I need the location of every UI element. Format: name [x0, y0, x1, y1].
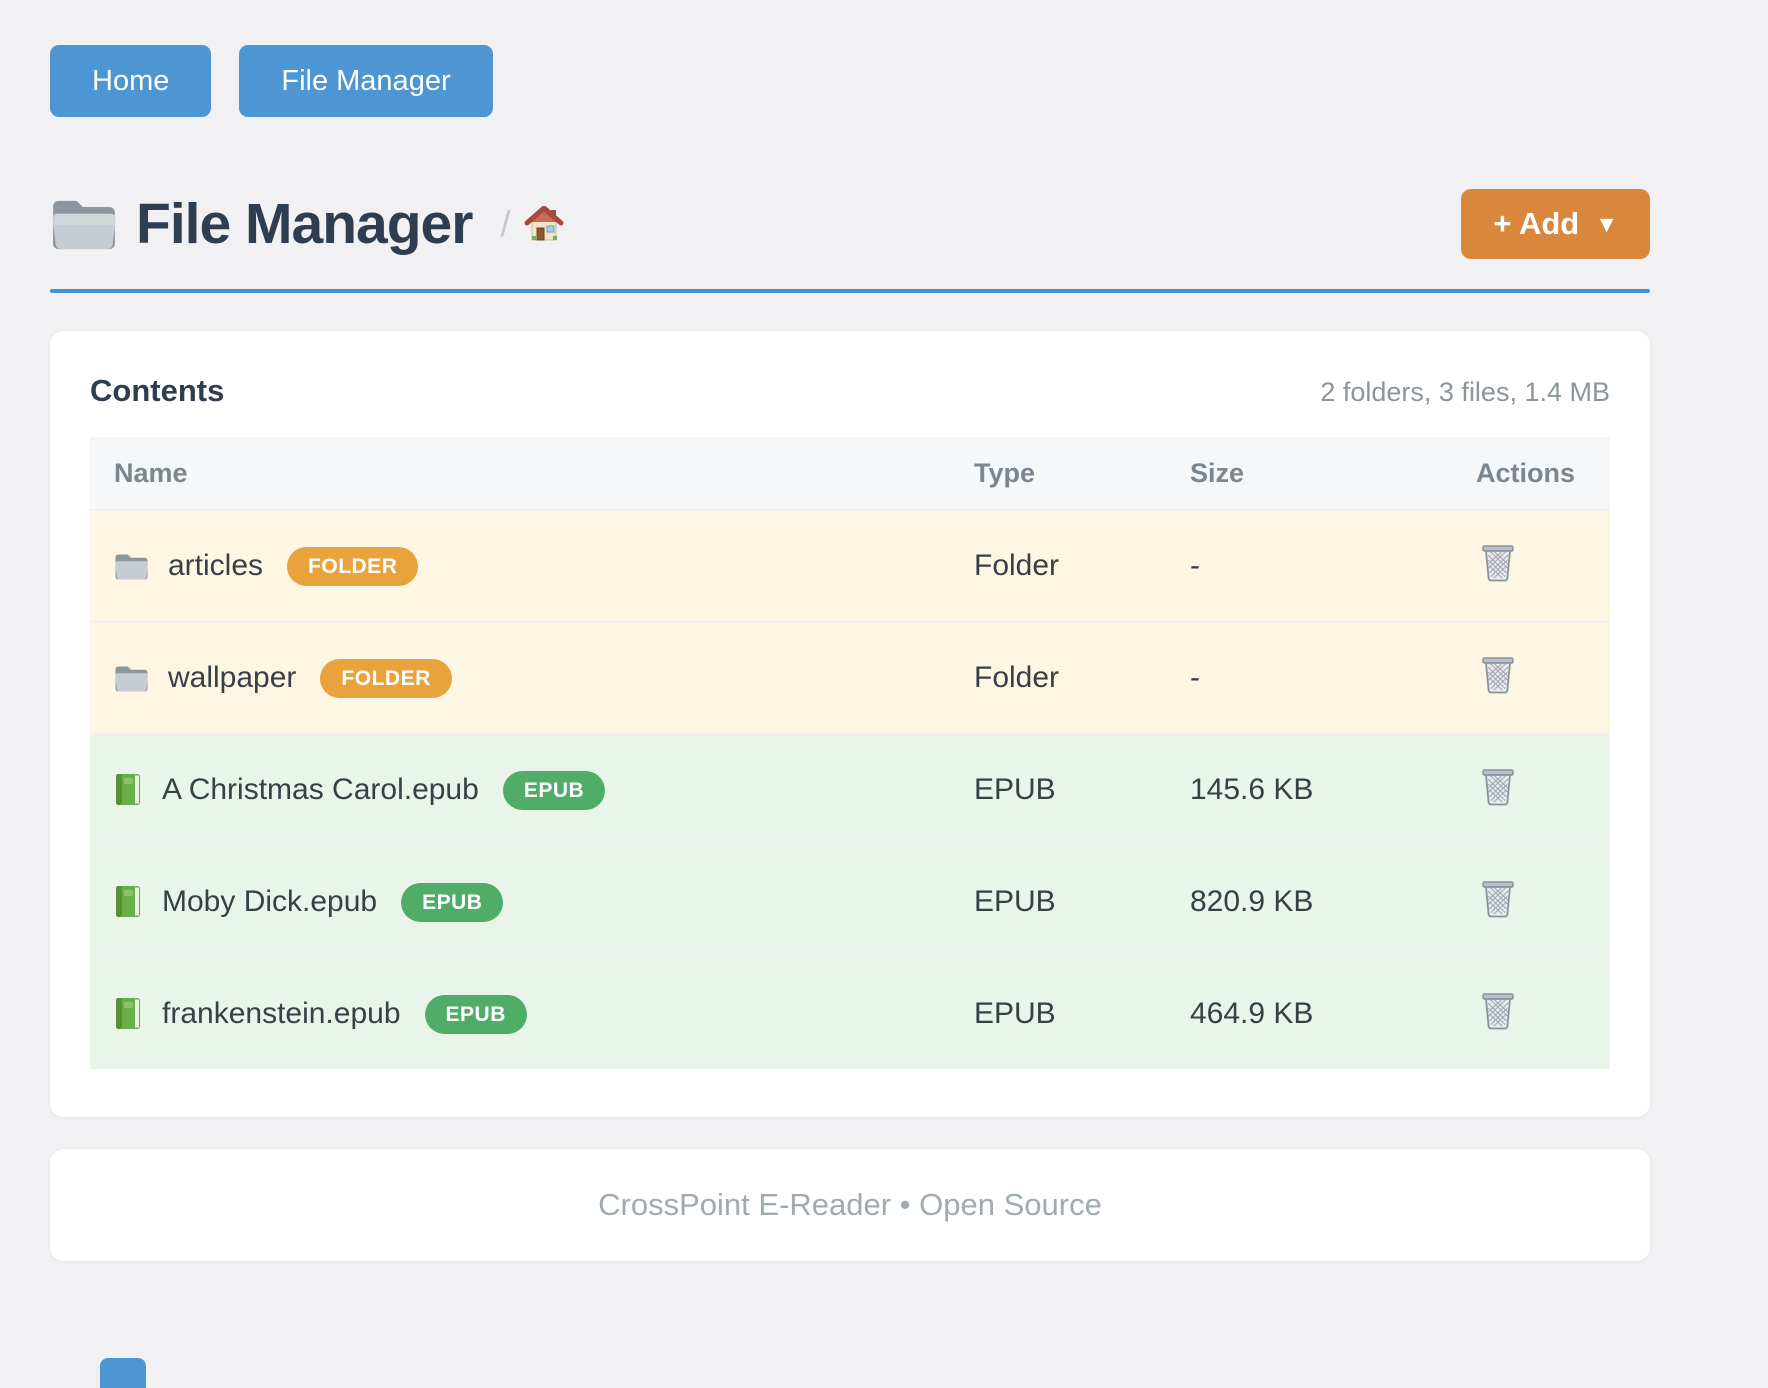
type-badge: FOLDER — [287, 546, 419, 586]
delete-button[interactable] — [1480, 654, 1516, 697]
file-name-cell[interactable]: wallpaper FOLDER — [90, 658, 950, 698]
delete-button[interactable] — [1480, 766, 1516, 809]
column-header-size: Size — [1190, 457, 1245, 488]
type-value: EPUB — [974, 997, 1056, 1030]
home-icon[interactable] — [524, 205, 564, 243]
size-value: - — [1190, 661, 1200, 694]
nav-file-manager-button[interactable]: File Manager — [239, 45, 493, 117]
top-nav: Home File Manager — [50, 0, 1650, 117]
delete-button[interactable] — [1480, 542, 1516, 585]
column-header-actions: Actions — [1476, 457, 1576, 488]
file-name-cell[interactable]: frankenstein.epub EPUB — [90, 994, 950, 1034]
type-value: EPUB — [974, 773, 1056, 806]
table-row[interactable]: Moby Dick.epub EPUB EPUB 820.9 KB — [90, 845, 1610, 957]
file-name[interactable]: articles — [168, 549, 264, 582]
table-body: articles FOLDER Folder - wallpaper FOLDER Fold… — [90, 509, 1610, 1069]
column-header-name: Name — [114, 457, 188, 488]
book-icon — [114, 773, 142, 807]
file-name[interactable]: Moby Dick.epub — [162, 885, 378, 918]
open-folder-icon — [50, 196, 116, 252]
file-name-cell[interactable]: articles FOLDER — [90, 546, 950, 586]
table-row[interactable]: wallpaper FOLDER Folder - — [90, 621, 1610, 733]
book-icon — [114, 997, 142, 1031]
file-name[interactable]: wallpaper — [168, 661, 297, 694]
table-header: Name Type Size Actions — [90, 437, 1610, 509]
file-name-cell[interactable]: Moby Dick.epub EPUB — [90, 882, 950, 922]
contents-heading: Contents — [90, 373, 225, 408]
nav-home-button[interactable]: Home — [50, 45, 212, 117]
breadcrumb-separator: / — [500, 203, 511, 244]
type-value: Folder — [974, 661, 1060, 694]
contents-summary: 2 folders, 3 files, 1.4 MB — [1320, 377, 1610, 407]
trash-icon — [1480, 654, 1516, 697]
type-badge: EPUB — [401, 882, 504, 922]
add-button[interactable]: + Add ▼ — [1461, 189, 1650, 259]
partial-button[interactable] — [100, 1358, 146, 1388]
footer-text: CrossPoint E-Reader • Open Source — [598, 1187, 1102, 1222]
page-title: File Manager — [136, 192, 473, 256]
trash-icon — [1480, 990, 1516, 1033]
folder-icon — [114, 664, 148, 693]
delete-button[interactable] — [1480, 990, 1516, 1033]
folder-icon — [114, 552, 148, 581]
trash-icon — [1480, 766, 1516, 809]
trash-icon — [1480, 542, 1516, 585]
file-name[interactable]: A Christmas Carol.epub — [162, 773, 479, 806]
size-value: - — [1190, 549, 1200, 582]
type-value: EPUB — [974, 885, 1056, 918]
column-header-type: Type — [974, 457, 1036, 488]
size-value: 820.9 KB — [1190, 885, 1314, 918]
page-header: File Manager / + Add ▼ — [50, 189, 1650, 259]
trash-icon — [1480, 878, 1516, 921]
book-icon — [114, 885, 142, 919]
size-value: 145.6 KB — [1190, 773, 1314, 806]
type-badge: EPUB — [424, 994, 527, 1034]
title-divider — [50, 289, 1650, 293]
size-value: 464.9 KB — [1190, 997, 1314, 1030]
file-name-cell[interactable]: A Christmas Carol.epub EPUB — [90, 770, 950, 810]
table-row[interactable]: frankenstein.epub EPUB EPUB 464.9 KB — [90, 957, 1610, 1069]
delete-button[interactable] — [1480, 878, 1516, 921]
chevron-down-icon: ▼ — [1595, 210, 1618, 237]
type-value: Folder — [974, 549, 1060, 582]
file-table: Name Type Size Actions articles FOLDER Fol… — [90, 437, 1610, 1069]
footer-card: CrossPoint E-Reader • Open Source — [50, 1149, 1650, 1261]
table-row[interactable]: articles FOLDER Folder - — [90, 509, 1610, 621]
file-name[interactable]: frankenstein.epub — [162, 997, 401, 1030]
type-badge: EPUB — [502, 770, 606, 810]
type-badge: FOLDER — [320, 658, 452, 698]
contents-card: Contents 2 folders, 3 files, 1.4 MB Name… — [50, 331, 1650, 1117]
page: Home File Manager File Manager / + Add ▼… — [50, 0, 1650, 1261]
add-button-label: + Add — [1493, 206, 1580, 241]
table-row[interactable]: A Christmas Carol.epub EPUB EPUB 145.6 KB — [90, 733, 1610, 845]
